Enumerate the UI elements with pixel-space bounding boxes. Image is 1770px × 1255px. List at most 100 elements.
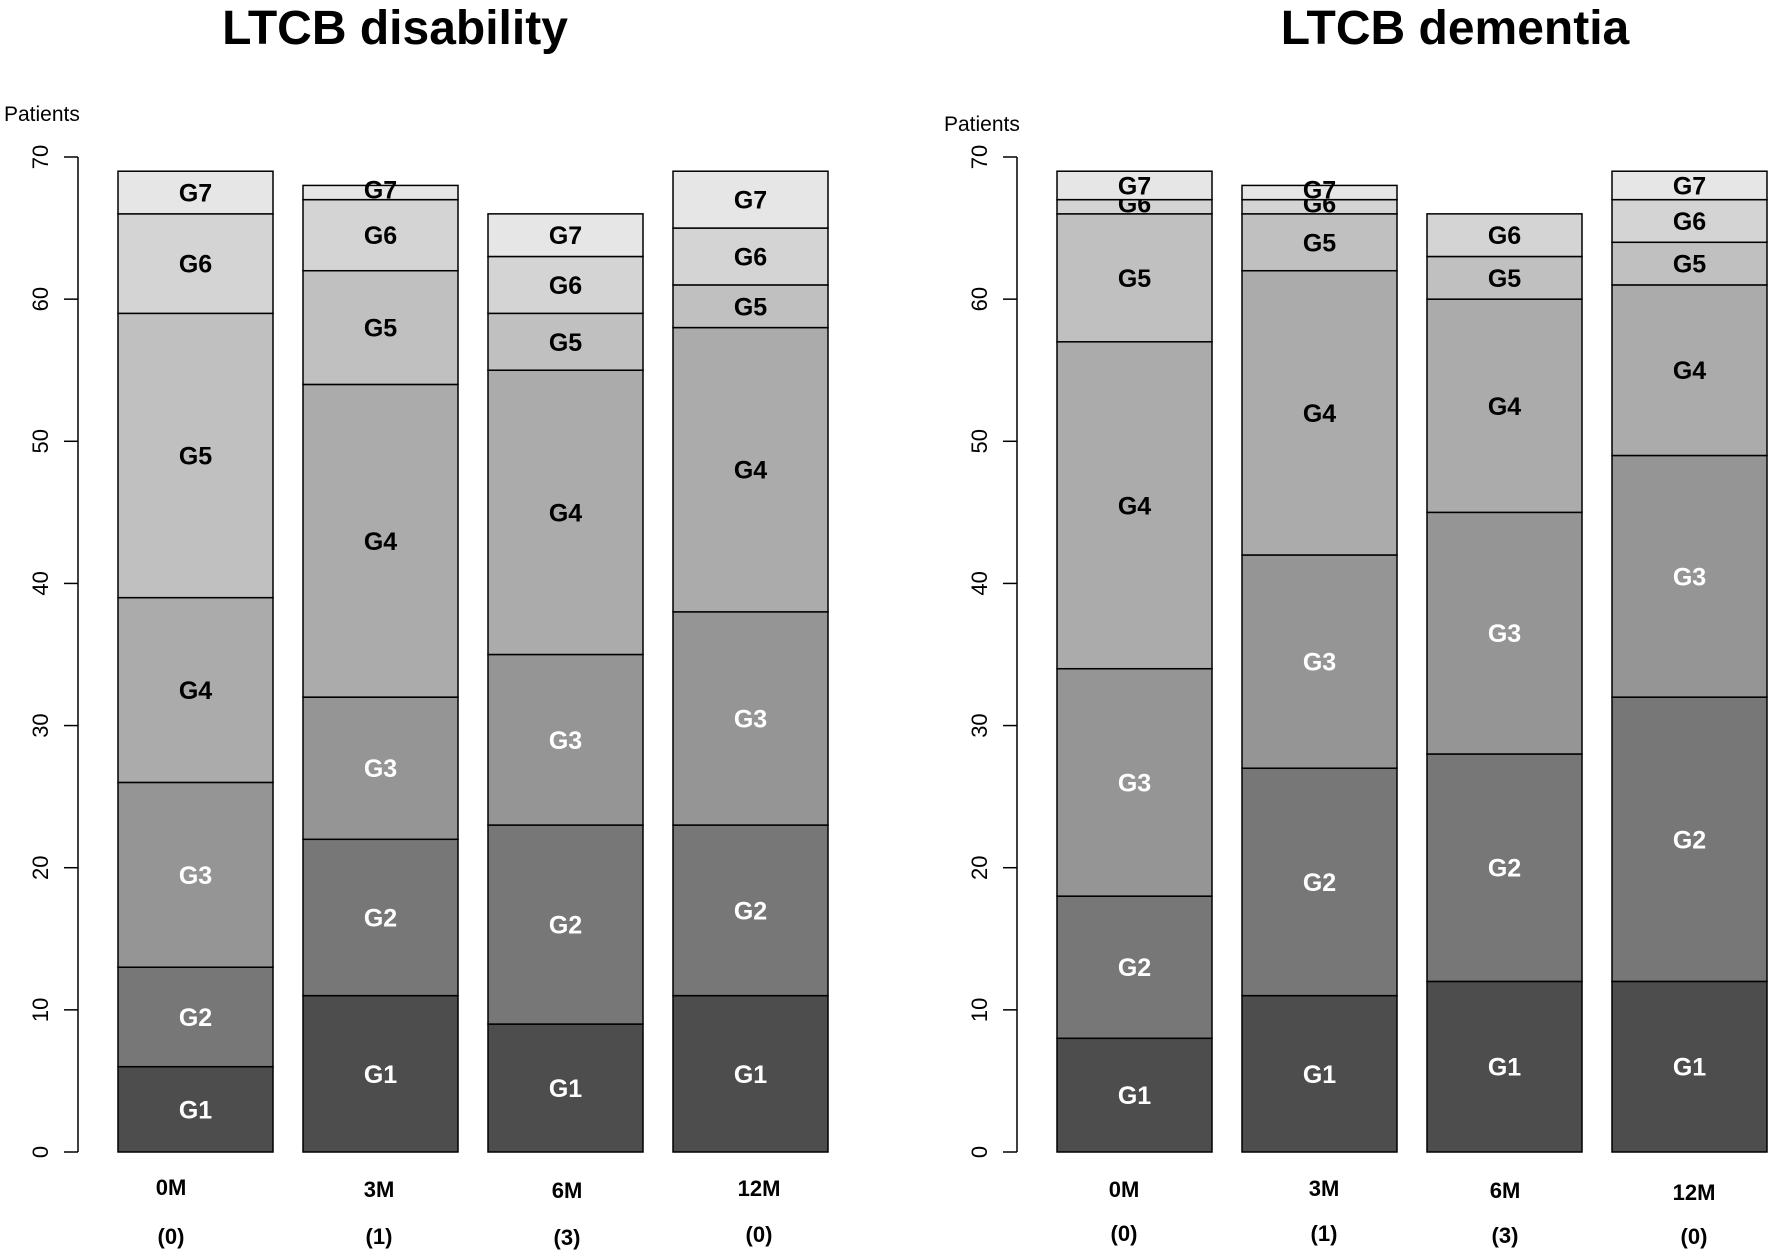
- bar-segment-g6-6m: [1426, 213, 1583, 258]
- segment-label: G7: [364, 176, 397, 204]
- segment-label: G6: [1488, 222, 1521, 250]
- segment-label: G4: [179, 677, 212, 705]
- bar-segment-g4-6m: [1426, 298, 1583, 514]
- bar-segment-g7-0m: [1056, 170, 1213, 201]
- bar-segment-g7-3m: [1241, 184, 1398, 201]
- segment-label: G1: [1673, 1054, 1706, 1082]
- segment-label: G4: [549, 499, 582, 527]
- bar-segment-g1-6m: [1426, 980, 1583, 1153]
- segment-label: G6: [1673, 208, 1706, 236]
- y-tick-label: 30: [967, 713, 992, 737]
- segment-label: G7: [179, 180, 212, 208]
- bar-segment-g3-12m: [672, 611, 829, 826]
- segment-label: G6: [549, 272, 582, 300]
- y-tick-label: 60: [967, 287, 992, 311]
- segment-label: G2: [734, 897, 767, 925]
- bar-segment-g2-6m: [487, 824, 644, 1025]
- segment-label: G7: [1673, 172, 1706, 200]
- bar-segment-g5-3m: [302, 269, 459, 386]
- bar-segment-g5-0m: [1056, 213, 1213, 343]
- segment-label: G7: [1118, 172, 1151, 200]
- segment-label: G5: [1118, 265, 1151, 293]
- segment-label: G2: [1303, 869, 1336, 897]
- x-category-sublabel: (3): [554, 1225, 581, 1250]
- bar-segment-g2-0m: [117, 966, 274, 1068]
- bar-segment-g7-3m: [302, 184, 459, 201]
- segment-label: G7: [734, 187, 767, 215]
- segment-label: G3: [364, 755, 397, 783]
- segment-label: G7: [549, 222, 582, 250]
- segment-label: G4: [734, 457, 767, 485]
- bar-segment-g1-0m: [1056, 1037, 1213, 1153]
- segment-label: G1: [734, 1061, 767, 1089]
- y-tick-label: 50: [967, 429, 992, 453]
- bar-segment-g5-6m: [1426, 255, 1583, 300]
- segment-label: G2: [549, 912, 582, 940]
- x-category-sublabel: (1): [366, 1224, 393, 1249]
- y-tick-label: 20: [28, 855, 53, 879]
- bar-segment-g4-3m: [302, 383, 459, 698]
- segment-label: G2: [1673, 826, 1706, 854]
- chart-title: LTCB disability: [222, 2, 568, 55]
- x-category-label: 3M: [1309, 1176, 1340, 1201]
- y-tick-label: 40: [967, 571, 992, 595]
- segment-label: G4: [1673, 357, 1706, 385]
- bar-segment-g4-3m: [1241, 269, 1398, 556]
- bar-segment-g2-12m: [1611, 696, 1768, 983]
- bar-segment-g3-6m: [487, 653, 644, 826]
- segment-label: G5: [1303, 229, 1336, 257]
- segment-label: G3: [1118, 769, 1151, 797]
- x-category-label: 6M: [1490, 1178, 1521, 1203]
- bar-segment-g3-12m: [1611, 454, 1768, 698]
- segment-label: G2: [1118, 954, 1151, 982]
- panel-1: LTCB disability Patients 0 10 20 30 40 50 60 70 G1…: [4, 2, 829, 1250]
- segment-label: G4: [1118, 492, 1151, 520]
- segment-label: G3: [1303, 649, 1336, 677]
- bar-segment-g7-0m: [117, 170, 274, 215]
- segment-label: G2: [179, 1004, 212, 1032]
- bar-segment-g2-6m: [1426, 753, 1583, 983]
- bar-segment-g5-0m: [117, 312, 274, 599]
- x-category-sublabel: (0): [1681, 1224, 1708, 1249]
- bar-segment-g6-12m: [1611, 198, 1768, 244]
- segment-label: G2: [364, 904, 397, 932]
- x-category-label: 0M: [1109, 1177, 1140, 1202]
- segment-label: G1: [1303, 1061, 1336, 1089]
- bar-segment-g7-6m: [487, 213, 644, 258]
- y-tick-label: 0: [28, 1146, 53, 1158]
- bar-segment-g1-6m: [487, 1023, 644, 1153]
- bar-segment-g1-3m: [302, 994, 459, 1153]
- y-tick-label: 40: [28, 571, 53, 595]
- y-tick-label: 0: [967, 1146, 992, 1158]
- x-category-sublabel: (0): [158, 1224, 185, 1249]
- chart-title: LTCB dementia: [1281, 2, 1630, 55]
- y-axis-label: Patients: [944, 113, 1020, 136]
- bar-segment-g5-12m: [672, 284, 829, 329]
- y-tick-label: 30: [28, 713, 53, 737]
- panel-2: LTCB dementia Patients 0 10 20 30 40 50 60 70 G1 G2…: [944, 2, 1768, 1249]
- segment-label: G5: [549, 329, 582, 357]
- bar-segment-g4-0m: [117, 596, 274, 784]
- y-tick-label: 10: [967, 998, 992, 1022]
- bar-segment-g3-0m: [117, 781, 274, 968]
- segment-label: G7: [1303, 176, 1336, 204]
- segment-label: G1: [1488, 1054, 1521, 1082]
- bar-segment-g6-12m: [672, 227, 829, 286]
- bar-segment-g5-3m: [1241, 213, 1398, 272]
- segment-label: G6: [734, 244, 767, 272]
- bar-segment-g1-0m: [117, 1065, 274, 1153]
- x-category-sublabel: (0): [746, 1222, 773, 1247]
- x-category-label: 12M: [1673, 1180, 1716, 1205]
- segment-label: G3: [179, 862, 212, 890]
- bar-segment-g6-3m: [302, 198, 459, 272]
- segment-label: G4: [1303, 400, 1336, 428]
- y-tick-label: 20: [967, 855, 992, 879]
- segment-label: G5: [1673, 251, 1706, 279]
- bar-segment-g1-12m: [672, 994, 829, 1153]
- y-tick-label: 60: [28, 287, 53, 311]
- bar-segment-g3-0m: [1056, 667, 1213, 897]
- segment-label: G5: [734, 293, 767, 321]
- bar-segment-g2-3m: [1241, 767, 1398, 997]
- bar-segment-g5-6m: [487, 312, 644, 371]
